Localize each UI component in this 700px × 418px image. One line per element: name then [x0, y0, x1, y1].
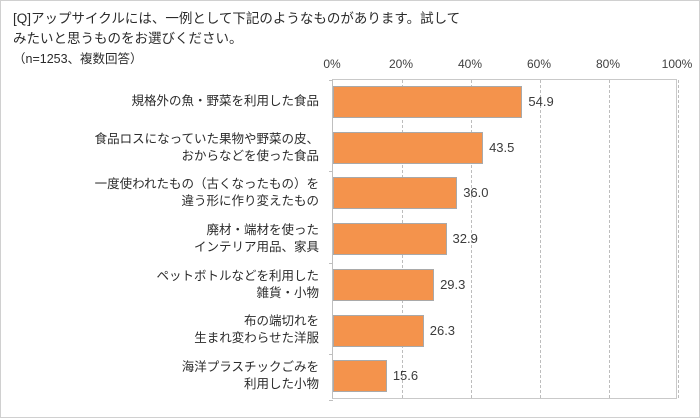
chart-title-block: [Q]アップサイクルには、一例として下記のようなものがあります。試して みたいと…	[13, 9, 483, 69]
bar-value-label: 15.6	[392, 368, 419, 384]
bar[interactable]	[333, 131, 484, 164]
bar-value-label: 26.3	[429, 322, 456, 338]
category-label-line: 雑貨・小物	[256, 285, 319, 300]
category-axis-tick	[329, 262, 333, 264]
category-label: 廃材・端材を使ったインテリア用品、家具	[3, 222, 319, 256]
bar[interactable]	[333, 268, 435, 301]
category-label-line: 利用した小物	[243, 377, 319, 392]
bar-row: 43.5	[329, 126, 678, 173]
bar[interactable]	[333, 360, 387, 393]
category-label-line: 海洋プラスチックごみを	[181, 360, 319, 375]
bar-value-label: 32.9	[452, 231, 478, 247]
category-label: 規格外の魚・野菜を利用した食品	[3, 93, 319, 110]
category-label: 一度使われたもの（古くなったもの）を違う形に作り変えたもの	[3, 176, 319, 210]
category-axis-tick	[329, 171, 333, 173]
bar-row: 36.0	[329, 171, 678, 264]
gridline	[678, 80, 679, 398]
chart-title-line-1: [Q]アップサイクルには、一例として下記のようなものがあります。試して	[13, 11, 461, 26]
gridline	[540, 80, 541, 398]
bar-value-label: 54.9	[528, 94, 554, 109]
category-label: 食品ロスになっていた果物や野菜の皮、おからなどを使った食品	[3, 131, 319, 165]
gridline	[471, 80, 472, 398]
x-axis-tick-labels: 0% 20% 40% 60% 80% 100%	[323, 57, 692, 75]
category-label-line: 廃材・端材を使った	[206, 223, 319, 237]
x-axis-tick-label: 40%	[457, 57, 483, 71]
x-axis-tick-label: 80%	[595, 57, 621, 71]
bar[interactable]	[333, 177, 458, 210]
category-label-line: 規格外の魚・野菜を利用した食品	[131, 94, 319, 109]
category-label: 布の端切れを生まれ変わらせた洋服	[3, 313, 319, 347]
category-label-line: インテリア用品、家具	[193, 240, 319, 254]
category-axis-labels: 規格外の魚・野菜を利用した食品食品ロスになっていた果物や野菜の皮、おからなどを使…	[7, 79, 327, 399]
category-axis-tick	[329, 80, 333, 81]
category-label: ペットボトルなどを利用した雑貨・小物	[3, 268, 319, 302]
category-label-line: 違う形に作り変えたもの	[181, 194, 319, 209]
x-axis-tick-label: 20%	[388, 57, 414, 71]
bar-row: 29.3	[333, 263, 678, 309]
x-axis-tick-label: 60%	[526, 57, 552, 71]
bar[interactable]	[333, 223, 447, 256]
category-label-line: おからなどを使った食品	[181, 148, 319, 163]
gridline	[609, 80, 610, 398]
chart-title-line-2: みたいと思うものをお選びください。	[13, 31, 243, 46]
category-label-line: 一度使われたもの（古くなったもの）を	[94, 177, 319, 192]
chart-subtitle-sample-size: （n=1253、複数回答）	[13, 52, 143, 66]
category-label: 海洋プラスチックごみを利用した小物	[3, 359, 319, 393]
plot-area: 54.9 43.5 36.0 32.9 29.3 26.3 15.6	[329, 79, 679, 401]
bar-row: 54.9	[329, 80, 678, 126]
bar[interactable]	[333, 314, 424, 347]
bar-value-label: 36.0	[463, 185, 489, 201]
bar-value-label: 29.3	[440, 276, 466, 292]
category-label-line: 布の端切れを	[243, 314, 319, 329]
category-axis-tick	[329, 354, 333, 356]
category-label-line: 生まれ変わらせた洋服	[194, 331, 319, 346]
category-label-line: ペットボトルなどを利用した	[156, 268, 319, 283]
bar-row: 15.6	[333, 354, 678, 400]
category-label-line: 食品ロスになっていた果物や野菜の皮、	[94, 131, 319, 146]
bar-row: 32.9	[329, 217, 678, 356]
bar-row: 26.3	[333, 309, 678, 355]
bar-value-label: 43.5	[489, 139, 515, 155]
bar[interactable]	[333, 86, 523, 118]
x-axis-tick-label: 100%	[661, 57, 693, 71]
category-axis-tick	[329, 400, 333, 401]
x-axis-tick-label: 0%	[323, 57, 341, 71]
